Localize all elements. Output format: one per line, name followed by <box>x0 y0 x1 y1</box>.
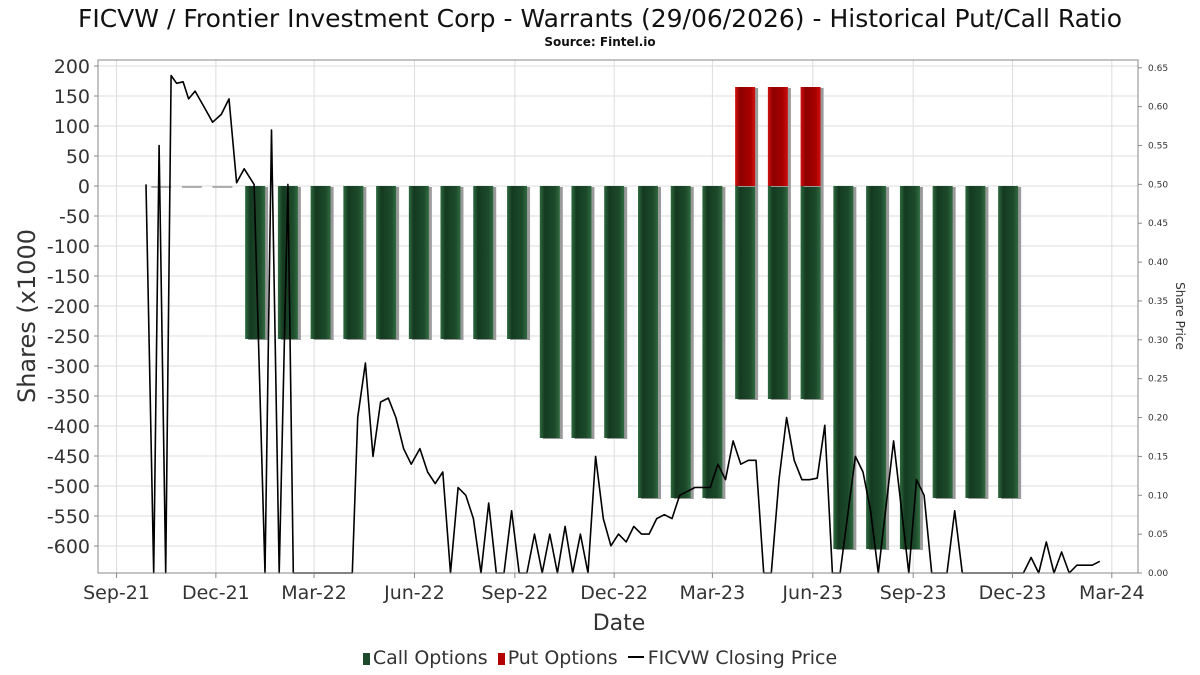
bar-call <box>866 186 887 549</box>
y-tick-label-right: 0.15 <box>1148 452 1168 462</box>
y-tick-label-left: -200 <box>47 296 90 318</box>
bar-call <box>604 186 625 438</box>
legend-label-call: Call Options <box>372 647 488 669</box>
legend-item-put[interactable]: Put Options <box>497 647 618 669</box>
legend: Call Options Put Options FICVW Closing P… <box>0 647 1200 669</box>
y-tick-label-left: 50 <box>66 146 90 168</box>
x-tick-label: Sep-21 <box>83 582 150 604</box>
bar-call <box>833 186 854 549</box>
price-line-swatch-icon <box>627 656 644 658</box>
bar-call <box>670 186 691 498</box>
x-tick-label: Jun-23 <box>781 582 843 604</box>
y-tick-label-left: -550 <box>47 506 90 528</box>
bar-call <box>965 186 986 498</box>
y-tick-label-left: -150 <box>47 266 90 288</box>
bar-call <box>245 186 266 339</box>
bar-call <box>507 186 528 339</box>
legend-item-call[interactable]: Call Options <box>362 647 488 669</box>
bar-call <box>767 186 788 399</box>
x-tick-label: Dec-23 <box>979 582 1047 604</box>
put-swatch-icon <box>497 653 505 665</box>
bar-put <box>767 87 788 186</box>
bar-call <box>343 186 364 339</box>
bar-call <box>735 186 756 399</box>
bar-put <box>800 87 821 186</box>
y-tick-label-right: 0.20 <box>1148 414 1168 424</box>
bar-put <box>735 87 756 186</box>
x-tick-label: Dec-22 <box>580 582 648 604</box>
x-tick-label: Mar-22 <box>281 582 347 604</box>
y-tick-label-left: -50 <box>59 206 90 228</box>
x-tick-label: Mar-24 <box>1079 582 1145 604</box>
plot-frame <box>97 59 1139 574</box>
y-tick-label-left: -100 <box>47 236 90 258</box>
bar-call <box>571 186 592 438</box>
y-tick-label-left: -400 <box>47 416 90 438</box>
right-axis-ticks: 0.65 0.60 0.55 0.50 0.45 0.40 0.35 0.30 0.25 0.20… <box>1138 64 1168 579</box>
chart-subtitle: Source: Fintel.io <box>544 35 656 49</box>
x-tick-label: Jun-22 <box>383 582 445 604</box>
bar-call <box>408 186 429 339</box>
y-tick-label-right: 0.30 <box>1148 336 1168 346</box>
y-tick-label-left: -600 <box>47 536 90 558</box>
x-tick-label: Dec-21 <box>182 582 250 604</box>
x-tick-label: Sep-22 <box>481 582 548 604</box>
x-axis-label: Date <box>593 611 646 636</box>
bar-call <box>932 186 953 498</box>
legend-item-price[interactable]: FICVW Closing Price <box>627 647 838 669</box>
y-axis-label-left: Shares (x1000 <box>13 229 41 403</box>
y-tick-label-left: -450 <box>47 446 90 468</box>
y-tick-label-left: -350 <box>47 386 90 408</box>
y-tick-label-right: 0.00 <box>1148 569 1168 579</box>
y-tick-label-right: 0.55 <box>1148 142 1168 152</box>
y-tick-label-left: -500 <box>47 476 90 498</box>
legend-label-price: FICVW Closing Price <box>647 647 838 669</box>
x-tick-label: Mar-23 <box>680 582 746 604</box>
y-tick-label-right: 0.45 <box>1148 219 1168 229</box>
bar-call <box>539 186 560 438</box>
bar-call <box>800 186 821 399</box>
y-tick-label-right: 0.50 <box>1148 180 1168 190</box>
y-tick-label-right: 0.05 <box>1148 530 1168 540</box>
left-axis-ticks: 200 150 100 50 0 -50 -100 -150 -200 -250 -300 -350 -… <box>47 56 98 558</box>
y-tick-label-right: 0.35 <box>1148 297 1168 307</box>
y-tick-label-right: 0.25 <box>1148 375 1168 385</box>
chart-title: FICVW / Frontier Investment Corp - Warra… <box>77 4 1123 33</box>
y-tick-label-left: 200 <box>54 56 90 78</box>
bar-call <box>376 186 397 339</box>
bar-call <box>702 186 723 498</box>
bar-call <box>638 186 659 498</box>
y-tick-label-right: 0.60 <box>1148 103 1168 113</box>
bar-call <box>277 186 298 339</box>
bar-call <box>998 186 1019 498</box>
y-tick-label-left: -300 <box>47 356 90 378</box>
y-tick-label-left: 150 <box>54 86 90 108</box>
call-swatch-icon <box>362 653 370 665</box>
x-axis-ticks: Sep-21 Dec-21 Mar-22 Jun-22 Sep-22 Dec-22 Mar-… <box>83 573 1145 604</box>
x-tick-label: Sep-23 <box>880 582 947 604</box>
bar-call <box>473 186 494 339</box>
bar-call <box>899 186 920 549</box>
legend-label-put: Put Options <box>507 647 618 669</box>
bar-call <box>310 186 331 339</box>
bars-group <box>151 87 1022 550</box>
y-tick-label-right: 0.10 <box>1148 491 1168 501</box>
y-tick-label-right: 0.65 <box>1148 64 1168 74</box>
y-tick-label-left: 0 <box>78 176 90 198</box>
y-tick-label-left: -250 <box>47 326 90 348</box>
y-tick-label-left: 100 <box>54 116 90 138</box>
y-axis-label-right: Share Price <box>1173 282 1187 350</box>
y-tick-label-right: 0.40 <box>1148 258 1168 268</box>
bar-call <box>440 186 461 339</box>
